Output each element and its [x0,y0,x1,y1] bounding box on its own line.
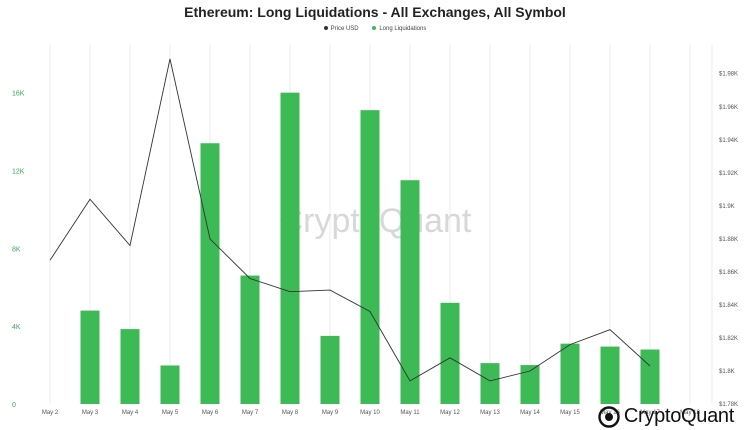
bar-1[interactable] [80,310,100,404]
x-tick-label: May 15 [560,410,580,416]
y-left-tick-label: 4K [12,324,21,331]
brand-name: CryptoQuant [623,405,734,427]
legend-dot-price [323,26,328,31]
bar-15[interactable] [640,349,660,404]
x-tick-label: May 6 [202,410,219,416]
bars-group [80,92,660,405]
x-tick-label: May 8 [282,410,299,416]
y-right-tick-label: $1.96K [719,105,738,111]
y-right-tick-label: $1.86K [719,270,738,276]
bar-5[interactable] [240,275,260,404]
bar-14[interactable] [600,346,620,404]
x-tick-label: May 10 [360,410,380,416]
legend-item-price[interactable]: Price USD [323,26,359,32]
x-tick-label: May 18 [680,410,700,416]
legend-label-long-liquidations: Long Liquidations [379,26,427,32]
y-left-tick-label: 0 [12,402,16,409]
y-right-tick-label: $1.82K [719,336,738,342]
bar-7[interactable] [320,335,340,404]
legend-dot-long-liquidations [372,26,377,31]
y-right-tick-label: $1.94K [719,138,738,144]
bar-3[interactable] [160,365,180,404]
y-axis-left: 0 4K 8K 12K 16K [12,91,25,409]
x-tick-label: May 17 [640,410,660,416]
bar-8[interactable] [360,110,380,404]
y-right-tick-label: $1.92K [719,171,738,177]
y-left-tick-label: 12K [12,168,25,175]
bar-2[interactable] [120,329,140,404]
bar-9[interactable] [400,180,420,404]
bar-4[interactable] [200,143,220,405]
y-right-tick-label: $1.8K [719,369,735,375]
x-tick-label: May 5 [162,410,179,416]
x-axis: May 2 May 3 May 4 May 5 May 6 May 7 May 8 May 9… [42,410,701,416]
bar-13[interactable] [560,343,580,404]
x-tick-label: May 4 [122,410,139,416]
x-tick-label: May 9 [322,410,339,416]
x-tick-label: May 7 [242,410,259,416]
x-tick-label: May 11 [400,410,420,416]
y-left-tick-label: 8K [12,246,21,253]
bar-10[interactable] [440,302,460,404]
y-right-tick-label: $1.78K [719,402,738,408]
y-axis-right: $1.78K $1.8K $1.82K $1.84K $1.86K $1.88K $1.9K… [719,72,738,408]
y-right-tick-label: $1.9K [719,204,735,210]
y-left-tick-label: 16K [12,91,25,98]
x-tick-label: May 13 [480,410,500,416]
x-tick-label: May 14 [520,410,540,416]
price-line[interactable] [49,58,651,382]
y-right-tick-label: $1.98K [719,72,738,78]
x-tick-label: May 2 [42,410,59,416]
brand-logo: CryptoQuant [598,405,734,428]
y-right-tick-label: $1.88K [719,237,738,243]
x-tick-label: May 12 [440,410,460,416]
chart-title: Ethereum: Long Liquidations - All Exchan… [184,4,566,20]
bar-6[interactable] [280,92,300,404]
bar-11[interactable] [480,363,500,404]
y-right-tick-label: $1.84K [719,303,738,309]
bar-12[interactable] [520,365,540,404]
legend-label-price: Price USD [330,26,359,32]
legend: Price USD Long Liquidations [0,26,750,32]
cryptoquant-logo-icon [598,405,620,428]
legend-item-long-liquidations[interactable]: Long Liquidations [372,26,426,32]
x-tick-label: May 3 [82,410,99,416]
price-line-group [49,58,651,382]
